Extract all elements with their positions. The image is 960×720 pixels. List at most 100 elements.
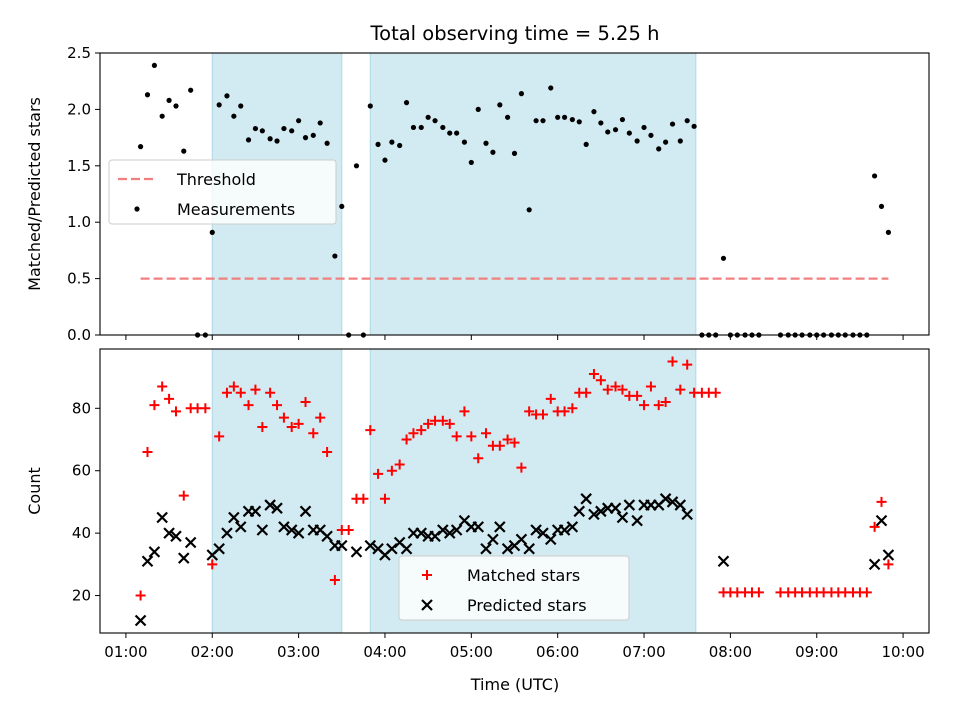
- ratio-y-tick-label: 2.5: [67, 44, 91, 62]
- measurement-point: [548, 85, 553, 90]
- measurement-point: [879, 204, 884, 209]
- measurement-point: [426, 115, 431, 120]
- measurement-point: [483, 141, 488, 146]
- ratio-y-tick-label: 0.0: [67, 326, 91, 344]
- measurement-point: [432, 118, 437, 123]
- measurement-point: [678, 138, 683, 143]
- x-tick-label: 08:00: [709, 643, 752, 661]
- measurement-point: [289, 128, 294, 133]
- measurement-point: [648, 133, 653, 138]
- measurement-point: [160, 114, 165, 119]
- measurement-point: [188, 88, 193, 93]
- measurement-point: [210, 230, 215, 235]
- measurement-point: [231, 114, 236, 119]
- measurement-point: [296, 118, 301, 123]
- legend-label: Matched stars: [467, 566, 580, 585]
- measurement-point: [440, 125, 445, 130]
- x-tick-label: 07:00: [622, 643, 665, 661]
- ratio-y-tick-label: 0.5: [67, 270, 91, 288]
- x-tick-label: 10:00: [881, 643, 924, 661]
- measurement-point: [404, 100, 409, 105]
- count-legend: Matched stars Predicted stars: [399, 556, 629, 620]
- measurement-point: [311, 133, 316, 138]
- ratio-shaded-interval: [370, 53, 696, 335]
- measurement-point: [692, 124, 697, 129]
- measurement-point: [166, 98, 171, 103]
- measurement-point: [462, 140, 467, 145]
- measurement-point: [663, 140, 668, 145]
- measurement-point: [527, 207, 532, 212]
- measurement-point: [253, 126, 258, 131]
- measurement-point: [138, 144, 143, 149]
- measurement-point: [670, 121, 675, 126]
- measurement-point: [540, 118, 545, 123]
- measurement-point: [419, 125, 424, 130]
- measurement-point: [598, 120, 603, 125]
- measurement-point: [562, 115, 567, 120]
- measurement-point: [238, 103, 243, 108]
- measurement-point: [555, 115, 560, 120]
- count-y-tick-label: 40: [72, 524, 91, 542]
- measurement-point: [635, 138, 640, 143]
- ratio-y-tick-label: 2.0: [67, 100, 91, 118]
- ratio-y-tick-label: 1.5: [67, 157, 91, 175]
- measurement-point: [325, 141, 330, 146]
- count-y-tick-label: 60: [72, 462, 91, 480]
- measurement-point: [339, 204, 344, 209]
- measurement-point: [260, 128, 265, 133]
- measurement-point: [570, 117, 575, 122]
- x-axis-label: Time (UTC): [470, 675, 559, 694]
- measurement-point: [476, 107, 481, 112]
- measurement-point: [303, 135, 308, 140]
- measurement-point: [872, 173, 877, 178]
- chart-title: Total observing time = 5.25 h: [370, 22, 660, 45]
- measurement-point: [389, 140, 394, 145]
- measurement-point: [620, 117, 625, 122]
- measurement-point: [397, 143, 402, 148]
- x-tick-label: 09:00: [795, 643, 838, 661]
- measurement-point: [246, 137, 251, 142]
- measurement-point: [627, 130, 632, 135]
- legend-label: Measurements: [177, 200, 295, 219]
- measurement-point: [641, 125, 646, 130]
- x-tick-label: 06:00: [536, 643, 579, 661]
- measurement-point: [274, 138, 279, 143]
- measurement-point: [368, 103, 373, 108]
- measurement-point: [505, 115, 510, 120]
- measurement-point: [382, 158, 387, 163]
- measurement-point: [318, 120, 323, 125]
- measurement-point: [533, 118, 538, 123]
- count-y-tick-label: 20: [72, 587, 91, 605]
- measurement-point: [490, 150, 495, 155]
- measurement-point: [217, 102, 222, 107]
- measurement-point: [656, 146, 661, 151]
- measurement-point: [145, 92, 150, 97]
- measurement-point: [152, 63, 157, 68]
- measurement-point: [332, 253, 337, 258]
- x-tick-label: 01:00: [104, 643, 147, 661]
- figure: Total observing time = 5.25 h Matched/Pr…: [0, 0, 960, 720]
- legend-label: Predicted stars: [467, 596, 587, 615]
- count-y-axis-label: Count: [25, 467, 44, 515]
- measurement-point: [281, 126, 286, 131]
- measurement-point: [591, 109, 596, 114]
- measurement-point: [411, 125, 416, 130]
- measurement-point: [469, 160, 474, 165]
- measurement-point: [224, 93, 229, 98]
- count-y-tick-label: 80: [72, 399, 91, 417]
- measurement-point: [354, 163, 359, 168]
- measurement-point: [268, 136, 273, 141]
- legend-label: Threshold: [176, 170, 256, 189]
- measurement-point: [886, 230, 891, 235]
- ratio-y-axis-label: Matched/Predicted stars: [25, 97, 44, 291]
- measurement-point: [173, 103, 178, 108]
- measurement-point: [454, 130, 459, 135]
- measurement-point: [181, 149, 186, 154]
- ratio-legend: Threshold Measurements: [109, 160, 336, 224]
- x-tick-label: 05:00: [450, 643, 493, 661]
- measurement-point: [721, 256, 726, 261]
- measurement-point: [577, 119, 582, 124]
- measurement-point: [613, 127, 618, 132]
- legend-measurement-swatch: [134, 206, 139, 211]
- ratio-y-tick-label: 1.0: [67, 213, 91, 231]
